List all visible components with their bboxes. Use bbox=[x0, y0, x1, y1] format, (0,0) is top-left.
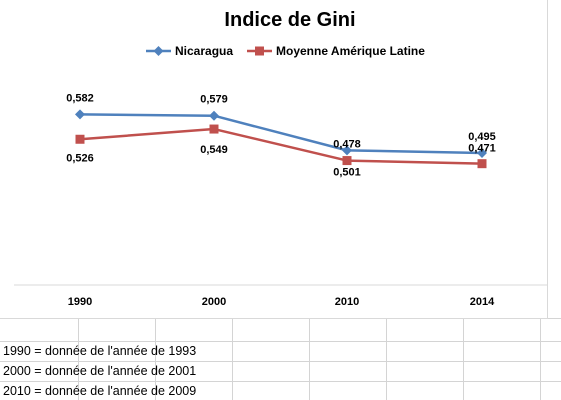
legend-item: Moyenne Amérique Latine bbox=[247, 44, 425, 58]
grid-col-line bbox=[232, 318, 233, 400]
grid-col-line bbox=[386, 318, 387, 400]
series-line bbox=[79, 127, 483, 165]
legend-item: Nicaragua bbox=[146, 44, 233, 58]
data-label: 0,495 bbox=[468, 131, 496, 143]
x-tick-label: 1990 bbox=[68, 296, 92, 308]
x-axis: 1990 2000 2010 2014 bbox=[14, 284, 547, 308]
grid-row-line bbox=[0, 341, 561, 342]
legend-marker-diamond bbox=[153, 46, 164, 56]
x-tick-label: 2000 bbox=[202, 296, 226, 308]
note-1990: 1990 = donnée de l'année de 1993 bbox=[3, 344, 197, 358]
x-tick-label: 2014 bbox=[470, 296, 495, 308]
x-tick-label: 2010 bbox=[335, 296, 359, 308]
data-label: 0,582 bbox=[66, 92, 94, 104]
data-label: 0,579 bbox=[200, 94, 228, 106]
data-point bbox=[342, 145, 352, 156]
data-point bbox=[209, 124, 219, 134]
note-2010: 2010 = donnée de l'année de 2009 bbox=[3, 384, 197, 398]
grid-col-line bbox=[463, 318, 464, 400]
grid-col-line bbox=[309, 318, 310, 400]
legend-label: Nicaragua bbox=[175, 44, 233, 58]
data-label: 0,471 bbox=[468, 143, 496, 155]
gini-line-chart: Indice de Gini Nicaragua Moyenne Amérique… bbox=[14, 9, 547, 308]
data-label: 0,526 bbox=[66, 152, 94, 164]
data-point bbox=[342, 156, 352, 166]
grid-col-line bbox=[155, 318, 156, 400]
data-point bbox=[477, 148, 487, 159]
data-point bbox=[477, 159, 487, 169]
series-line bbox=[79, 113, 483, 155]
grid-row-line bbox=[0, 381, 561, 382]
chart-object[interactable]: Indice de Gini Nicaragua Moyenne Amérique… bbox=[0, 0, 548, 319]
data-point bbox=[209, 110, 219, 121]
legend-marker-square bbox=[255, 46, 264, 56]
chart-legend: Nicaragua Moyenne Amérique Latine bbox=[146, 44, 425, 58]
note-2000: 2000 = donnée de l'année de 2001 bbox=[3, 364, 197, 378]
grid-row-line bbox=[0, 361, 561, 362]
data-label: 0,549 bbox=[200, 144, 228, 156]
grid-col-line bbox=[540, 318, 541, 400]
data-label: 0,501 bbox=[333, 166, 361, 178]
data-point bbox=[75, 109, 85, 120]
legend-label: Moyenne Amérique Latine bbox=[276, 44, 425, 58]
chart-title: Indice de Gini bbox=[224, 9, 355, 31]
data-point bbox=[75, 134, 85, 144]
grid-col-line bbox=[78, 318, 79, 400]
series-layer: 0,582 0,579 0,501 0,495 0,526 0,549 0,478 0,471 bbox=[66, 92, 496, 178]
data-label: 0,478 bbox=[333, 139, 361, 151]
